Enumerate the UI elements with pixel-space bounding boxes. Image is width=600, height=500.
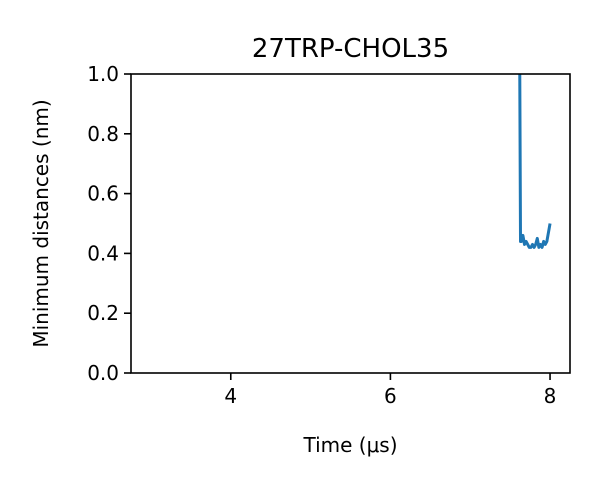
chart-title: 27TRP-CHOL35 <box>252 34 449 64</box>
y-axis-ticks: 0.0 0.2 0.4 0.6 0.8 1.0 <box>87 62 131 385</box>
y-tick-label: 1.0 <box>87 62 119 86</box>
y-tick-label: 0.2 <box>87 301 119 325</box>
plot-area: 4 6 8 0.0 0.2 0.4 0.6 0.8 1.0 <box>87 62 571 408</box>
y-tick-label: 0.6 <box>87 182 119 206</box>
x-tick-label: 6 <box>384 384 397 408</box>
x-tick-label: 8 <box>544 384 557 408</box>
y-tick-label: 0.0 <box>87 361 119 385</box>
y-tick-label: 0.8 <box>87 122 119 146</box>
x-axis-label: Time (μs) <box>302 433 397 457</box>
y-tick-label: 0.4 <box>87 241 119 265</box>
axes-frame <box>130 73 571 374</box>
series-layer <box>518 74 552 249</box>
x-tick-label: 4 <box>224 384 237 408</box>
series-line-0 <box>518 74 552 249</box>
y-axis-label: Minimum distances (nm) <box>29 99 53 347</box>
x-axis-ticks: 4 6 8 <box>224 373 556 408</box>
